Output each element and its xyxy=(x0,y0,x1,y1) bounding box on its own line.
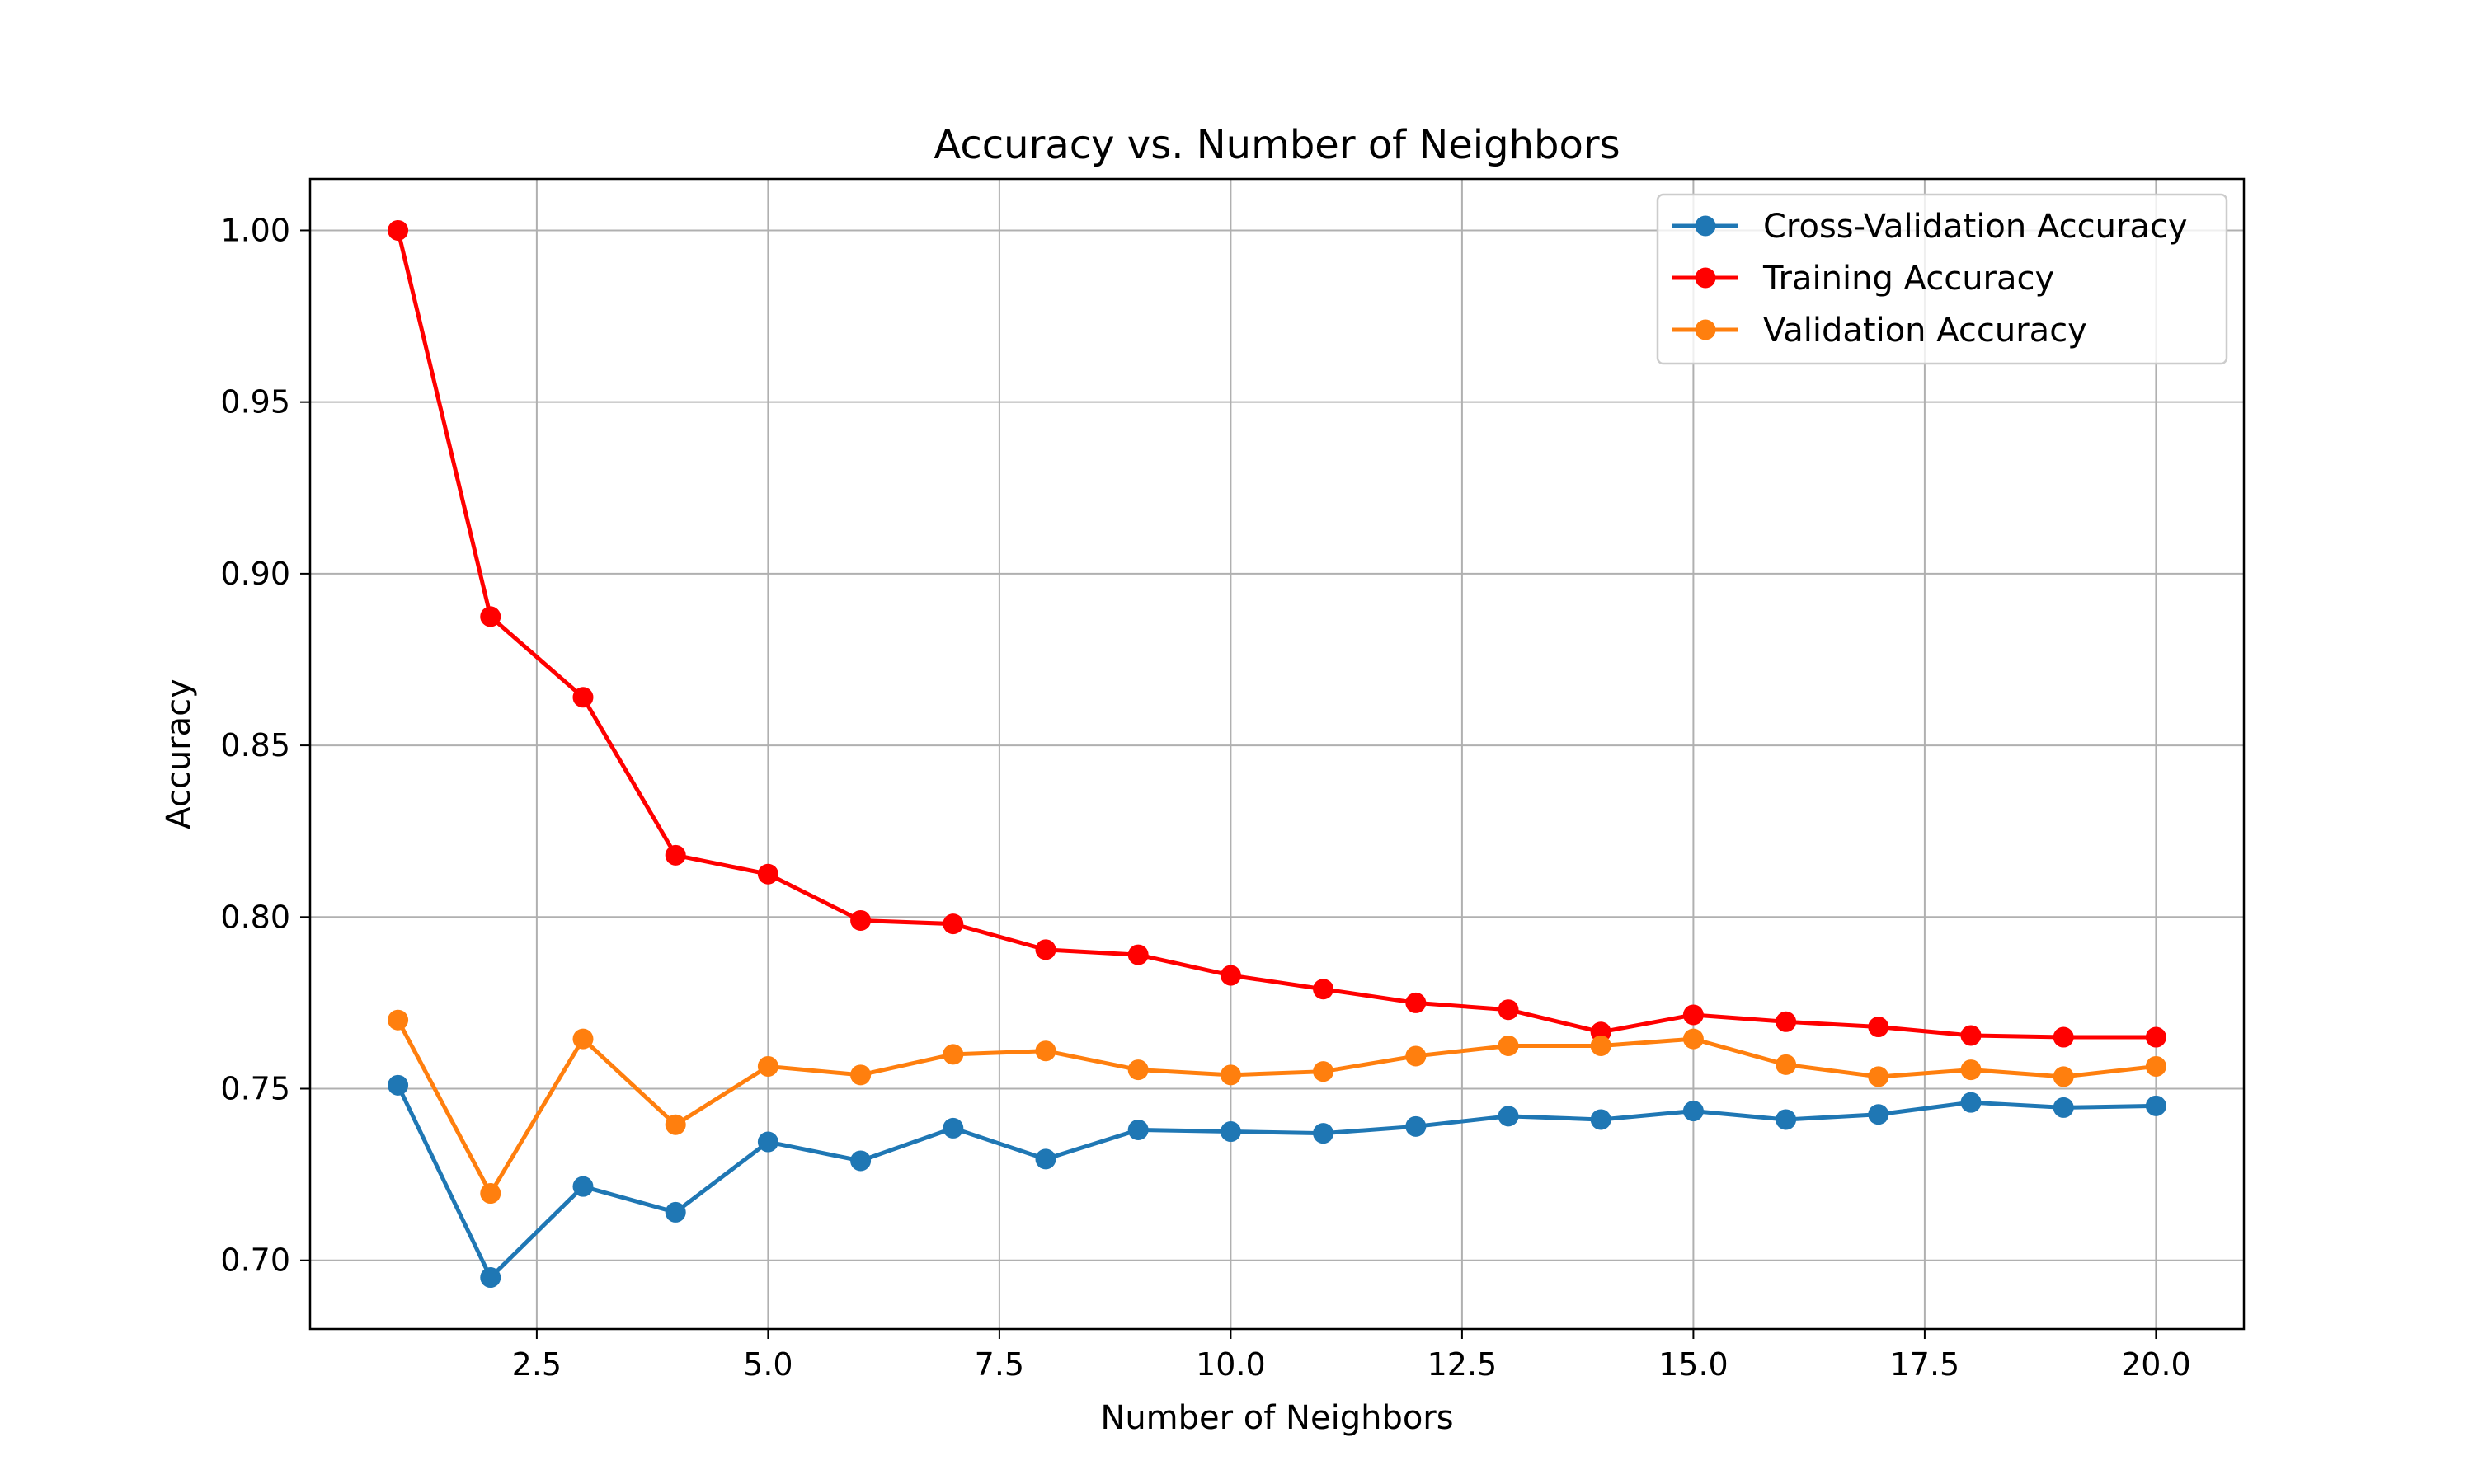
data-point xyxy=(1868,1104,1889,1125)
data-point xyxy=(1313,1061,1334,1082)
legend: Cross-Validation Accuracy Training Accura… xyxy=(1656,193,2228,365)
data-point xyxy=(1127,1059,1149,1081)
data-point xyxy=(1035,939,1056,960)
data-point xyxy=(757,1055,778,1077)
legend-label: Training Accuracy xyxy=(1762,260,2054,298)
y-tick-label: 0.75 xyxy=(220,1071,290,1107)
x-tick-label: 2.5 xyxy=(512,1346,562,1383)
data-point xyxy=(1960,1092,1982,1113)
data-point xyxy=(572,1028,594,1050)
data-point xyxy=(1776,1054,1797,1075)
data-point xyxy=(480,1267,501,1289)
data-point xyxy=(572,687,594,708)
y-tick-label: 0.85 xyxy=(220,727,290,763)
grid xyxy=(310,179,2244,1329)
data-point xyxy=(388,1009,409,1031)
data-point xyxy=(1405,1045,1427,1067)
plot-frame xyxy=(308,177,2246,1331)
data-point xyxy=(943,913,964,935)
data-point xyxy=(1127,1119,1149,1140)
data-point xyxy=(1127,944,1149,965)
data-point xyxy=(757,1131,778,1153)
x-tick-label: 7.5 xyxy=(975,1346,1024,1383)
x-axis-label: Number of Neighbors xyxy=(1100,1399,1453,1437)
data-point xyxy=(2145,1095,2166,1116)
legend-marker xyxy=(1695,319,1716,340)
data-point xyxy=(1035,1040,1056,1062)
data-point xyxy=(1776,1011,1797,1032)
data-point xyxy=(2145,1026,2166,1048)
series-1 xyxy=(388,219,2166,1048)
chart-title: Accuracy vs. Number of Neighbors xyxy=(934,122,1620,168)
data-point xyxy=(1313,979,1334,1000)
data-point xyxy=(943,1117,964,1139)
data-point xyxy=(1405,1115,1427,1137)
series-line xyxy=(396,1019,2157,1196)
data-point xyxy=(1776,1109,1797,1130)
data-point xyxy=(850,1064,872,1086)
legend-entry: Validation Accuracy xyxy=(1672,312,2087,350)
data-point xyxy=(1220,1121,1241,1143)
data-point xyxy=(2145,1055,2166,1077)
data-point xyxy=(388,1074,409,1096)
data-point xyxy=(2053,1026,2074,1048)
x-tick-label: 5.0 xyxy=(743,1346,793,1383)
legend-marker xyxy=(1695,215,1716,237)
data-point xyxy=(480,1183,501,1205)
y-tick-label: 0.70 xyxy=(220,1242,290,1279)
data-point xyxy=(665,1114,686,1135)
legend-label: Cross-Validation Accuracy xyxy=(1763,208,2188,246)
x-tick-label: 12.5 xyxy=(1427,1346,1498,1383)
data-point xyxy=(850,909,872,931)
axis-ticks: 2.5 5.0 7.5 10.0 12.5 15.0 17.5 20.0 0.70 0.75 0.8… xyxy=(220,212,2190,1383)
data-point xyxy=(1035,1148,1056,1170)
data-point xyxy=(1405,992,1427,1013)
legend-marker xyxy=(1695,267,1716,289)
legend-entry: Cross-Validation Accuracy xyxy=(1672,208,2188,246)
data-point xyxy=(480,606,501,627)
data-point xyxy=(2053,1097,2074,1118)
series-0 xyxy=(388,1074,2166,1289)
data-point xyxy=(388,219,409,241)
data-point xyxy=(2053,1066,2074,1087)
data-point xyxy=(1220,1064,1241,1086)
x-tick-label: 15.0 xyxy=(1658,1346,1729,1383)
x-tick-label: 20.0 xyxy=(2121,1346,2191,1383)
series-layer xyxy=(388,219,2166,1289)
data-point xyxy=(1590,1035,1611,1056)
data-point xyxy=(1313,1123,1334,1144)
data-point xyxy=(1868,1066,1889,1087)
series-2 xyxy=(388,1009,2166,1205)
y-tick-label: 0.95 xyxy=(220,384,290,420)
data-point xyxy=(665,844,686,866)
data-point xyxy=(1498,1035,1519,1056)
data-point xyxy=(1960,1059,1982,1081)
y-tick-label: 0.80 xyxy=(220,899,290,935)
data-point xyxy=(1498,1106,1519,1127)
series-line xyxy=(396,229,2157,1040)
legend-entry: Training Accuracy xyxy=(1672,260,2054,298)
legend-label: Validation Accuracy xyxy=(1763,312,2087,350)
data-point xyxy=(1220,965,1241,986)
x-tick-label: 17.5 xyxy=(1890,1346,1960,1383)
data-point xyxy=(757,863,778,885)
series-line xyxy=(396,1084,2157,1280)
data-point xyxy=(1498,999,1519,1021)
data-point xyxy=(1682,1004,1704,1026)
data-point xyxy=(665,1201,686,1223)
y-axis-label: Accuracy xyxy=(160,679,198,829)
data-point xyxy=(850,1150,872,1172)
x-tick-label: 10.0 xyxy=(1196,1346,1266,1383)
data-point xyxy=(1682,1028,1704,1050)
data-point xyxy=(572,1176,594,1197)
data-point xyxy=(1682,1101,1704,1122)
y-tick-label: 1.00 xyxy=(220,212,290,248)
y-tick-label: 0.90 xyxy=(220,556,290,592)
data-point xyxy=(1590,1109,1611,1130)
data-point xyxy=(943,1044,964,1065)
data-point xyxy=(1960,1025,1982,1046)
data-point xyxy=(1868,1017,1889,1038)
legend-box xyxy=(1656,193,2228,365)
